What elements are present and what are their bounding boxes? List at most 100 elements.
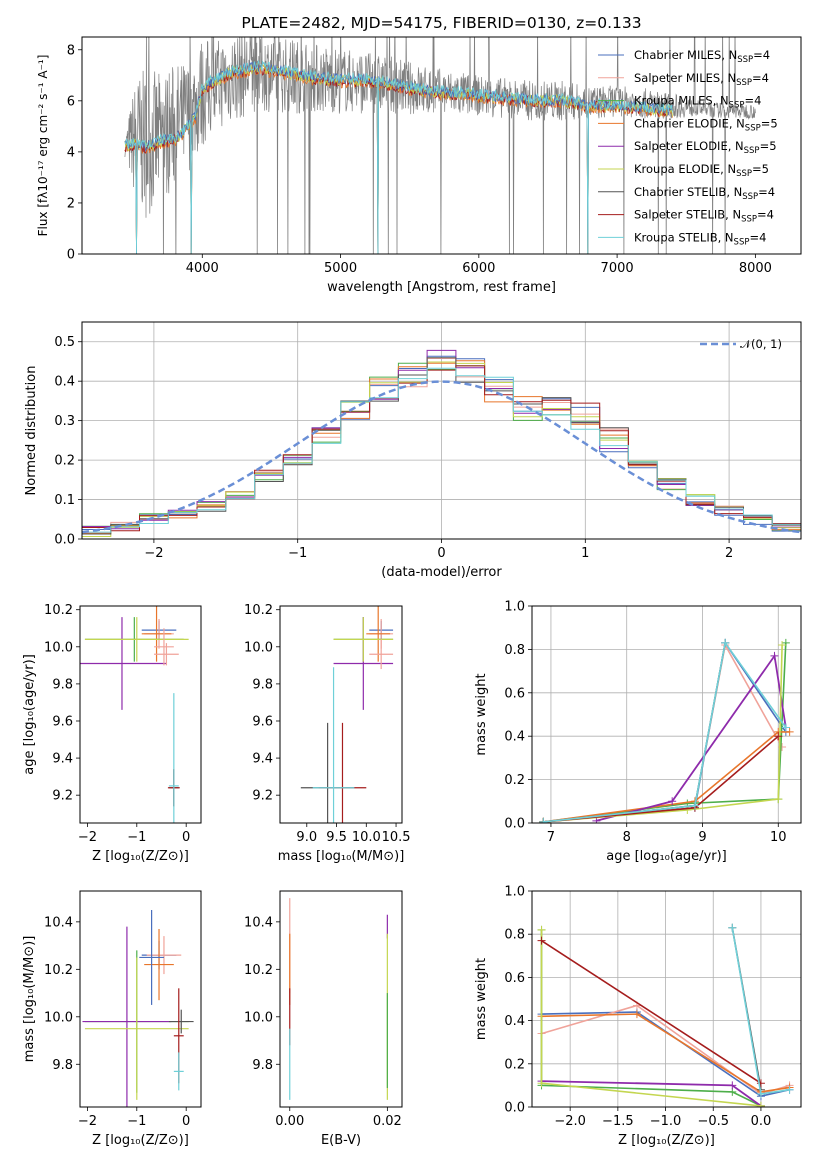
tick-label-y: 0.2 xyxy=(504,1057,525,1072)
axes-mass-vs-Z: −2 −1 0 9.8 10.0 10.2 10.4 Z [log₁₀(Z/Z⊙)] mass … xyxy=(22,890,202,1148)
series-line-3 xyxy=(541,1013,790,1093)
legend-tail: =4 xyxy=(749,230,766,244)
tick-label-y: 0.2 xyxy=(54,454,75,469)
tick-label-x: −1.0 xyxy=(650,1114,682,1129)
legend-sub: SSP xyxy=(741,215,757,225)
series-marker-7 xyxy=(537,936,546,945)
legend-sub: SSP xyxy=(734,237,750,247)
tick-label-y: 10.0 xyxy=(244,1010,273,1025)
y-axis-label: mass [log₁₀(M/M⊙)] xyxy=(22,936,37,1063)
legend-entry-3: Chabrier ELODIE, NSSP=5 xyxy=(634,116,778,133)
axes-mass-weight-vs-age: 7 8 9 10 0.0 0.2 0.4 0.6 0.8 1.0 age [log₁₀(age/yr… xyxy=(474,600,802,864)
series-line-3 xyxy=(543,731,790,823)
y-axis-label: Normed distribution xyxy=(24,366,39,496)
legend-main: Salpeter MILES, N xyxy=(634,71,736,85)
axes-frame xyxy=(531,890,802,1108)
tick-label-x: 8000 xyxy=(739,261,772,276)
legend-entry-6: Chabrier STELIB, NSSP=4 xyxy=(634,185,775,202)
series-marker-4 xyxy=(770,651,779,660)
series-line-2 xyxy=(540,929,762,1107)
tick-label-y: 0.5 xyxy=(54,335,75,350)
axes-residuals: −2 −1 0 1 2 0.0 0.1 0.2 0.3 0.4 0.5 (data-model)/er… xyxy=(24,321,802,580)
tick-label-y: 9.4 xyxy=(52,752,73,767)
tick-label-y: 2 xyxy=(67,196,75,211)
legend-main: Kroupa MILES, N xyxy=(634,94,729,108)
legend-main: Salpeter STELIB, N xyxy=(634,208,741,222)
legend-main: Kroupa STELIB, N xyxy=(634,230,734,244)
axes-frame xyxy=(531,605,802,824)
series-marker-5 xyxy=(756,1101,765,1107)
series-marker-4 xyxy=(728,1081,737,1090)
axes-spectrum: 4000 5000 6000 7000 8000 0 2 4 6 8 wavelength [Ang… xyxy=(36,14,802,295)
tick-label-x: 9.5 xyxy=(326,830,347,845)
axes-mass-vs-EBV: 0.00 0.02 9.8 10.0 10.2 10.4 E(B-V) xyxy=(244,890,403,1148)
tick-label-x: 9 xyxy=(698,830,706,845)
tick-label-y: 0.4 xyxy=(54,375,75,390)
series-line-5 xyxy=(540,929,761,1107)
tick-label-y: 9.8 xyxy=(52,677,73,692)
legend-main: Chabrier STELIB, N xyxy=(634,185,742,199)
y-axis-label: Flux [fλ10⁻¹⁷ erg cm⁻² s⁻¹ A⁻¹] xyxy=(36,55,50,237)
tick-label-y: 9.8 xyxy=(52,1058,73,1073)
legend-tail: =5 xyxy=(761,116,778,130)
legend-entry-2: Kroupa MILES, NSSP=4 xyxy=(634,94,761,111)
legend-main: Kroupa ELODIE, N xyxy=(634,162,736,176)
tick-label-y: 6 xyxy=(67,94,75,109)
tick-label-y: 10.2 xyxy=(44,963,73,978)
plot-area xyxy=(537,923,794,1107)
plot-area xyxy=(82,349,801,539)
series-marker-8 xyxy=(785,1085,794,1094)
series-marker-5 xyxy=(774,795,783,804)
axes-frame xyxy=(79,605,202,824)
y-axis-label: age [log₁₀(age/yr)] xyxy=(22,654,37,775)
series-marker-8 xyxy=(728,923,737,932)
tick-label-y: 0.0 xyxy=(54,533,75,548)
tick-label-y: 0.8 xyxy=(504,643,525,658)
chart-title: PLATE=2482, MJD=54175, FIBERID=0130, z=0… xyxy=(241,14,641,32)
series-marker-2 xyxy=(781,638,790,647)
series-marker-8 xyxy=(756,1090,765,1099)
tick-label-x: 10.0 xyxy=(352,830,381,845)
legend-main: Salpeter ELODIE, N xyxy=(634,139,744,153)
plot-area xyxy=(539,638,794,823)
series-marker-3 xyxy=(632,1010,641,1019)
tick-label-x: 1 xyxy=(581,546,589,561)
legend-tail: =5 xyxy=(760,139,777,153)
series-marker-5 xyxy=(537,1079,546,1088)
tick-label-y: 0.8 xyxy=(504,928,525,943)
tick-label-x: 0.0 xyxy=(751,1114,772,1129)
x-axis-label: Z [log₁₀(Z/Z⊙)] xyxy=(92,1133,189,1148)
tick-label-y: 10.2 xyxy=(44,603,73,618)
tick-label-y: 1.0 xyxy=(504,600,525,615)
x-axis-label: E(B-V) xyxy=(321,1133,361,1148)
axes-age-vs-Z: −2 −1 0 9.2 9.4 9.6 9.8 10.0 10.2 Z [log₁₀(Z/Z⊙)]… xyxy=(22,603,202,864)
legend-sub: SSP xyxy=(736,78,752,88)
tick-label-y: 9.2 xyxy=(52,789,73,804)
model-spectrum-8 xyxy=(124,60,673,254)
tick-label-y: 0.6 xyxy=(504,686,525,701)
series-marker-8 xyxy=(721,638,730,647)
tick-label-x: −2 xyxy=(144,546,163,561)
tick-label-y: 0.2 xyxy=(504,773,525,788)
x-axis-label: (data-model)/error xyxy=(381,565,502,580)
gaussian-curve xyxy=(82,380,801,534)
tick-label-y: 0 xyxy=(67,248,75,263)
tick-label-y: 9.6 xyxy=(52,714,73,729)
series-line-7 xyxy=(541,940,762,1084)
y-axis-label: mass weight xyxy=(474,673,489,755)
tick-label-x: 2 xyxy=(725,546,733,561)
x-axis-label: Z [log₁₀(Z/Z⊙)] xyxy=(618,1133,715,1148)
x-axis-label: Z [log₁₀(Z/Z⊙)] xyxy=(92,849,189,864)
tick-label-x: 8 xyxy=(623,830,631,845)
tick-label-x: 0 xyxy=(182,830,190,845)
series-marker-8 xyxy=(539,817,548,823)
tick-label-x: 0.00 xyxy=(275,1114,304,1129)
legend-tail: =4 xyxy=(757,208,774,222)
legend-sub: SSP xyxy=(736,169,752,179)
model-spectrum-5 xyxy=(124,62,673,254)
series-marker-3 xyxy=(785,727,794,736)
tick-label-x: −1 xyxy=(127,830,146,845)
